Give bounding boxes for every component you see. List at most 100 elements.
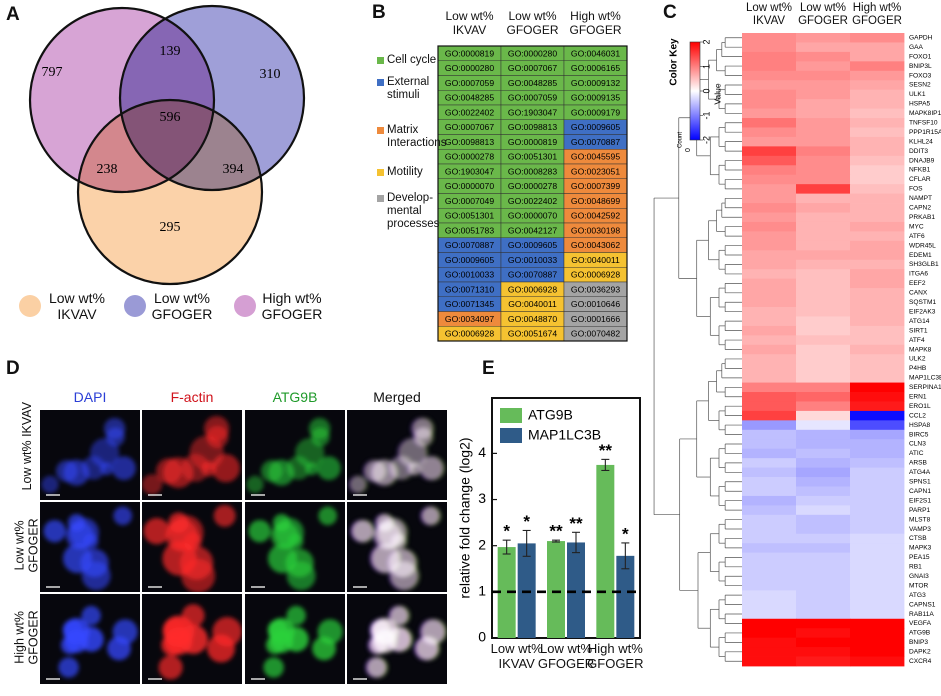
- heat-cell: [850, 382, 905, 393]
- heat-cell: [742, 420, 797, 431]
- venn-count: 295: [160, 220, 181, 235]
- bar: [567, 542, 585, 638]
- legend-swatch: [500, 428, 522, 443]
- significance: **: [569, 514, 583, 533]
- go-term: GO:0022402: [508, 196, 557, 206]
- heat-cell: [796, 590, 851, 601]
- go-term: GO:0040011: [508, 299, 557, 309]
- heat-cell: [796, 495, 851, 506]
- heat-cell: [742, 221, 797, 232]
- heat-cell: [850, 325, 905, 336]
- heat-cell: [742, 240, 797, 251]
- heat-cell: [796, 203, 851, 213]
- column-header: High wt% GFOGER: [569, 9, 622, 37]
- go-term: GO:0007399: [571, 181, 620, 191]
- row-label: EIF2S1: [909, 497, 931, 504]
- heat-cell: [796, 146, 851, 157]
- heat-cell: [796, 552, 851, 563]
- row-label: NAMPT: [909, 195, 932, 202]
- venn-outline: [28, 6, 216, 194]
- heat-cell: [742, 656, 797, 667]
- heat-cell: [850, 571, 905, 582]
- error-bar: [572, 531, 580, 554]
- row-label: PPP1R15A: [909, 129, 941, 136]
- heat-cell: [796, 278, 851, 289]
- heat-cell: [850, 458, 905, 468]
- heat-cell: [742, 212, 797, 223]
- heat-cell: [742, 514, 797, 525]
- cell: [350, 475, 368, 494]
- count-tick: 0: [685, 148, 692, 152]
- go-term: GO:0071345: [445, 299, 494, 309]
- channel-header: Merged: [373, 389, 421, 405]
- heat-cell: [850, 637, 905, 648]
- heat-cell: [742, 429, 797, 440]
- heat-cell: [850, 420, 905, 431]
- heat-cell: [742, 316, 797, 327]
- legend-swatch: [234, 295, 256, 317]
- cells: [365, 605, 447, 678]
- go-term: GO:0000280: [445, 63, 494, 73]
- go-term: GO:0070887: [508, 270, 557, 280]
- go-term: GO:0023051: [571, 166, 620, 176]
- heat-cell: [742, 410, 797, 421]
- heat-cell: [796, 127, 851, 138]
- row-label: HSPA5: [909, 101, 930, 108]
- go-term: GO:0042127: [508, 225, 557, 235]
- micrograph: [40, 594, 140, 684]
- row-label: SH3GLB1: [909, 261, 939, 268]
- heat-cell: [796, 269, 851, 280]
- heat-cell: [742, 325, 797, 336]
- significance: *: [622, 524, 629, 543]
- row-label: P4HB: [909, 365, 927, 372]
- heat-cell: [850, 297, 905, 308]
- cell: [142, 474, 163, 495]
- row-label: BNIP3L: [909, 63, 932, 70]
- legend-label: Low wt% GFOGER: [151, 290, 213, 323]
- row-label: MAPK8: [909, 346, 932, 353]
- channel-header: ATG9B: [272, 389, 318, 405]
- go-term: GO:0034097: [445, 314, 494, 324]
- heat-cell: [742, 250, 797, 261]
- go-term: GO:0051301: [508, 152, 557, 162]
- cell: [82, 533, 99, 550]
- cell: [399, 438, 429, 468]
- heat-cell: [742, 571, 797, 582]
- venn-count: 394: [223, 162, 244, 177]
- heat-cell: [850, 401, 905, 412]
- error-bar: [502, 539, 511, 555]
- color-key-title: Color Key: [669, 38, 680, 86]
- row-label: VAMP3: [909, 526, 931, 533]
- heat-cell: [742, 51, 797, 62]
- significance: *: [523, 512, 530, 531]
- cell: [352, 519, 375, 543]
- heat-cell: [850, 259, 905, 270]
- heat-cell: [796, 505, 851, 516]
- heat-cell: [742, 562, 797, 572]
- go-term: GO:0000278: [508, 181, 557, 191]
- row-label: NFKB1: [909, 167, 931, 174]
- channel-header: F-actin: [170, 389, 214, 405]
- panel-label: E: [482, 358, 495, 379]
- legend-label: External stimuli: [387, 76, 430, 102]
- heat-cell: [850, 118, 905, 128]
- heat-cell: [850, 628, 905, 639]
- heat-cell: [796, 316, 851, 327]
- row-label: ATG9B: [909, 630, 931, 637]
- legend-label: Cell cycle: [387, 54, 437, 66]
- cells: [348, 417, 445, 494]
- cell: [287, 533, 304, 550]
- heat-cell: [850, 250, 905, 261]
- heat-cell: [850, 80, 905, 91]
- heat-cell: [742, 61, 797, 72]
- cell: [372, 618, 399, 645]
- legend-label: Motility: [387, 166, 423, 178]
- heat-cell: [796, 212, 851, 223]
- heat-cell: [850, 70, 905, 81]
- heat-cell: [742, 552, 797, 563]
- heat-cell: [742, 373, 797, 383]
- cell: [81, 605, 101, 626]
- go-term: GO:0051301: [445, 211, 494, 221]
- row-label: SIRT1: [909, 327, 928, 334]
- heat-cell: [796, 373, 851, 383]
